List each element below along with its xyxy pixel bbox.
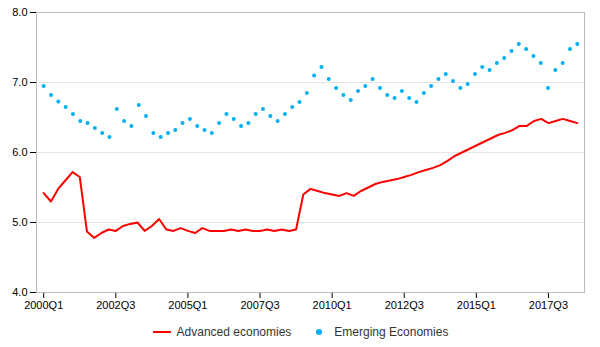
html-text:Emerging Economies: Emerging Economies bbox=[334, 325, 449, 339]
svg-text:2012Q3: 2012Q3 bbox=[385, 299, 424, 311]
svg-text:8.0: 8.0 bbox=[12, 6, 27, 18]
html-text:Advanced economies: Advanced economies bbox=[176, 325, 292, 339]
svg-text:2007Q3: 2007Q3 bbox=[240, 299, 279, 311]
svg-text:2010Q1: 2010Q1 bbox=[313, 299, 352, 311]
svg-text:4.0: 4.0 bbox=[12, 286, 27, 298]
svg-text:2000Q1: 2000Q1 bbox=[24, 299, 63, 311]
svg-text:2002Q3: 2002Q3 bbox=[96, 299, 135, 311]
svg-text:6.0: 6.0 bbox=[12, 146, 27, 158]
svg-text:2017Q3: 2017Q3 bbox=[529, 299, 568, 311]
svg-text:2005Q1: 2005Q1 bbox=[168, 299, 207, 311]
svg-text:2015Q1: 2015Q1 bbox=[457, 299, 496, 311]
svg-text:5.0: 5.0 bbox=[12, 216, 27, 228]
svg-text:7.0: 7.0 bbox=[12, 76, 27, 88]
